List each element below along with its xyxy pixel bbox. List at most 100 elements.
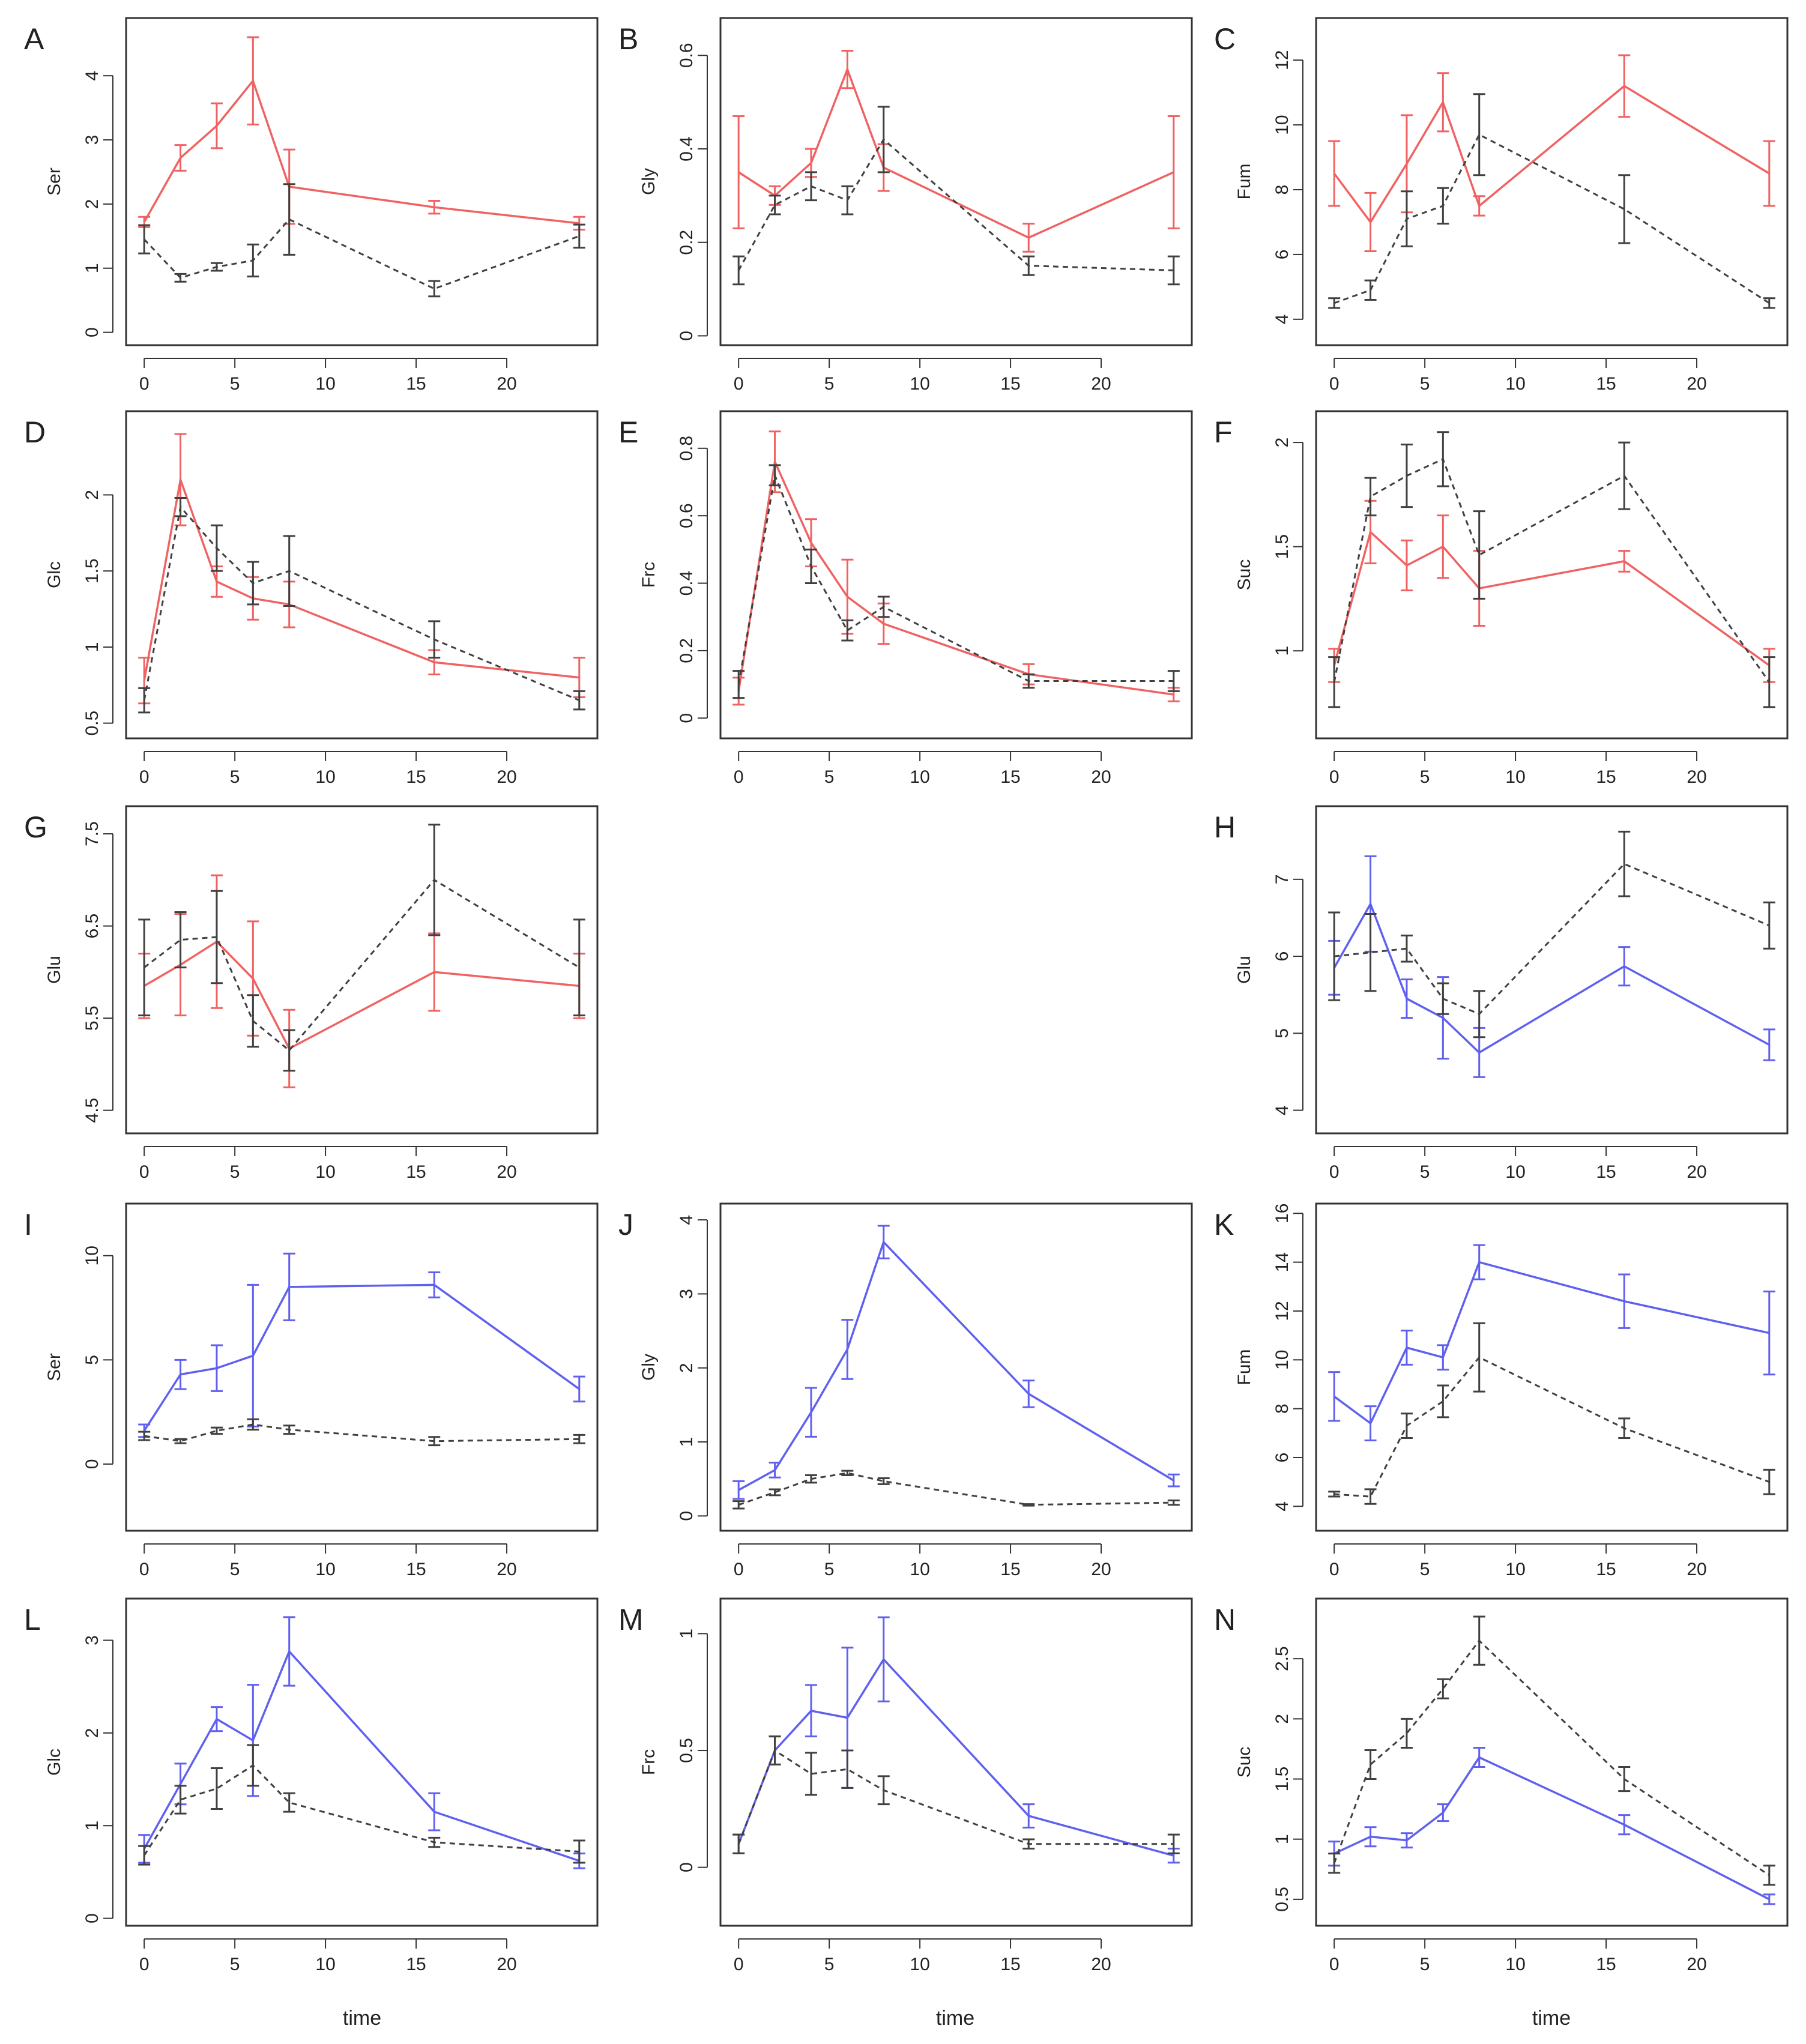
y-tick-label: 2 xyxy=(82,1728,102,1738)
x-tick-label: 5 xyxy=(1420,767,1430,787)
x-tick-label: 5 xyxy=(1420,374,1430,394)
x-tick-label: 20 xyxy=(497,767,516,787)
panel-c: C 4 6 8 10 12 Fum 0 5 10 15 20 xyxy=(1214,17,1789,394)
treatment-series xyxy=(1328,1244,1775,1442)
series-line xyxy=(1334,863,1770,1015)
y-tick-label: 7 xyxy=(1272,874,1292,884)
x-tick-label: 5 xyxy=(1420,1955,1430,1974)
control-series xyxy=(138,1418,585,1447)
y-tick-label: 14 xyxy=(1272,1252,1292,1272)
x-tick-label: 5 xyxy=(1420,1162,1430,1182)
x-tick-label: 10 xyxy=(910,374,929,394)
x-tick-label: 20 xyxy=(497,1162,516,1182)
y-tick-label: 10 xyxy=(1272,115,1292,134)
control-series xyxy=(1328,93,1775,309)
y-tick-label: 0 xyxy=(677,713,696,723)
x-tick-label: 10 xyxy=(315,1955,335,1974)
y-tick-label: 0.6 xyxy=(677,43,696,68)
treatment-series xyxy=(138,874,585,1088)
control-series xyxy=(138,496,585,714)
y-tick-label: 4 xyxy=(677,1215,696,1225)
plot-frame xyxy=(1315,805,1789,1135)
y-tick-label: 1 xyxy=(82,642,102,653)
series-line xyxy=(738,1240,1174,1491)
series-line xyxy=(1333,530,1770,666)
plot-frame xyxy=(125,805,599,1135)
panel-letter-d: D xyxy=(24,415,46,449)
treatment-series xyxy=(732,50,1180,253)
y-tick-label: 4 xyxy=(1272,1105,1292,1115)
control-series xyxy=(1328,1615,1775,1886)
panel-letter-n: N xyxy=(1214,1603,1236,1636)
x-tick-label: 10 xyxy=(910,767,929,787)
y-tick-label: 4 xyxy=(1272,1501,1292,1512)
plot-frame xyxy=(1315,410,1789,740)
y-tick-label: 0.8 xyxy=(677,436,696,461)
x-tick-label: 5 xyxy=(824,1955,835,1974)
y-tick-label: 2 xyxy=(82,199,102,210)
x-tick-label: 15 xyxy=(1000,767,1020,787)
x-tick-label: 20 xyxy=(1687,1955,1706,1974)
panel-letter-c: C xyxy=(1214,22,1236,56)
y-tick-label: 3 xyxy=(82,1635,102,1645)
x-tick-label: 20 xyxy=(1687,1560,1706,1579)
series-line xyxy=(143,1423,579,1443)
x-tick-label: 20 xyxy=(1687,1162,1706,1182)
y-axis-label: Glu xyxy=(44,956,64,984)
x-tick-label: 5 xyxy=(824,374,835,394)
panel-f: F 1 1.5 2 Suc 0 5 10 15 20 xyxy=(1214,410,1789,787)
y-tick-label: 12 xyxy=(1272,50,1292,70)
y-axis-label: Glc xyxy=(44,1749,64,1776)
x-tick-label: 15 xyxy=(1000,1560,1020,1579)
x-tick-label: 20 xyxy=(1687,767,1706,787)
panel-g: G 4.5 5.5 6.5 7.5 Glu 0 5 10 15 20 xyxy=(24,805,599,1182)
panel-i: I 0 5 10 Ser 0 5 10 15 20 xyxy=(24,1202,599,1579)
control-series xyxy=(138,824,585,1072)
y-tick-label: 0.5 xyxy=(82,711,102,736)
y-tick-label: 0.6 xyxy=(677,503,696,528)
x-tick-label: 0 xyxy=(1329,1560,1339,1579)
x-tick-label: 0 xyxy=(139,767,149,787)
y-axis-label: Gly xyxy=(639,168,659,195)
y-tick-label: 0 xyxy=(677,1862,696,1872)
y-axis-label: Glc xyxy=(44,561,64,588)
x-tick-label: 20 xyxy=(497,1560,516,1579)
series-line xyxy=(143,1764,579,1856)
x-tick-label: 10 xyxy=(315,1162,335,1182)
y-tick-label: 10 xyxy=(82,1246,102,1265)
y-tick-label: 0 xyxy=(82,327,102,337)
y-tick-label: 10 xyxy=(1272,1350,1292,1370)
x-tick-label: 10 xyxy=(910,1560,929,1579)
x-tick-label: 15 xyxy=(1000,1955,1020,1974)
y-tick-label: 0.4 xyxy=(677,571,696,596)
x-tick-label: 5 xyxy=(230,374,240,394)
x-tick-label: 0 xyxy=(139,1560,149,1579)
x-tick-label: 20 xyxy=(497,374,516,394)
x-tick-label: 5 xyxy=(824,1560,835,1579)
plot-frame xyxy=(125,1202,599,1532)
panel-n: N 0.5 1 1.5 2 2.5 Suc 0 5 10 15 20 xyxy=(1214,1597,1789,1974)
y-axis-label: Frc xyxy=(639,1749,659,1775)
y-tick-label: 0.4 xyxy=(677,136,696,161)
series-line xyxy=(737,138,1174,271)
plot-frame xyxy=(719,1202,1193,1532)
treatment-series xyxy=(1328,499,1775,683)
y-tick-label: 1 xyxy=(677,1629,696,1639)
x-tick-label: 20 xyxy=(1687,374,1706,394)
x-tick-label: 0 xyxy=(734,374,744,394)
plot-frame xyxy=(125,410,599,740)
y-tick-label: 2 xyxy=(82,490,102,500)
y-tick-label: 0 xyxy=(677,1511,696,1521)
treatment-series xyxy=(732,1616,1180,1864)
y-axis-label: Fum xyxy=(1234,1349,1254,1385)
y-axis-label: Suc xyxy=(1234,1747,1254,1778)
panel-letter-j: J xyxy=(618,1208,633,1241)
series-line xyxy=(143,940,579,1051)
y-tick-label: 2 xyxy=(1272,1714,1292,1724)
series-line xyxy=(143,79,579,225)
y-tick-label: 1.5 xyxy=(1272,534,1292,559)
series-line xyxy=(143,1649,580,1862)
treatment-series xyxy=(1328,54,1775,253)
